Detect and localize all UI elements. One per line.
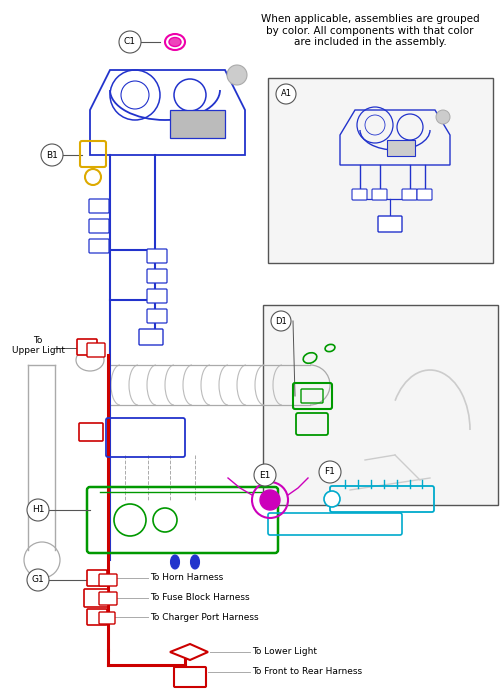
Text: To Lower Light: To Lower Light: [252, 648, 317, 657]
Ellipse shape: [324, 491, 340, 507]
Circle shape: [276, 84, 296, 104]
FancyBboxPatch shape: [147, 289, 167, 303]
FancyBboxPatch shape: [99, 592, 117, 605]
FancyBboxPatch shape: [372, 189, 387, 200]
Circle shape: [119, 31, 141, 53]
Text: A1: A1: [280, 89, 291, 98]
Circle shape: [227, 65, 247, 85]
Text: E1: E1: [260, 470, 270, 480]
Circle shape: [27, 569, 49, 591]
FancyBboxPatch shape: [147, 249, 167, 263]
Text: D1: D1: [275, 316, 287, 325]
Text: To Fuse Block Harness: To Fuse Block Harness: [150, 593, 250, 602]
Polygon shape: [170, 644, 208, 660]
Text: To Charger Port Harness: To Charger Port Harness: [150, 613, 258, 621]
Bar: [263, 305, 498, 505]
Ellipse shape: [190, 555, 200, 569]
Bar: [387, 140, 415, 156]
FancyBboxPatch shape: [352, 189, 367, 200]
Text: G1: G1: [32, 575, 44, 584]
FancyBboxPatch shape: [417, 189, 432, 200]
FancyBboxPatch shape: [84, 589, 108, 607]
Text: To
Upper Light: To Upper Light: [12, 336, 64, 355]
FancyBboxPatch shape: [87, 609, 107, 625]
FancyBboxPatch shape: [89, 219, 109, 233]
Text: F1: F1: [324, 468, 336, 477]
FancyBboxPatch shape: [87, 343, 105, 357]
FancyBboxPatch shape: [147, 309, 167, 323]
Ellipse shape: [170, 555, 179, 569]
FancyBboxPatch shape: [174, 667, 206, 687]
Circle shape: [27, 499, 49, 521]
FancyBboxPatch shape: [139, 329, 163, 345]
Text: When applicable, assemblies are grouped
by color. All components with that color: When applicable, assemblies are grouped …: [260, 14, 480, 47]
Bar: [268, 78, 493, 263]
Circle shape: [271, 311, 291, 331]
FancyBboxPatch shape: [378, 216, 402, 232]
Circle shape: [41, 144, 63, 166]
FancyBboxPatch shape: [99, 574, 117, 586]
FancyBboxPatch shape: [89, 239, 109, 253]
FancyBboxPatch shape: [89, 199, 109, 213]
Text: C1: C1: [124, 38, 136, 47]
Bar: [170, 110, 225, 138]
FancyBboxPatch shape: [147, 269, 167, 283]
Text: B1: B1: [46, 151, 58, 160]
FancyBboxPatch shape: [77, 339, 97, 355]
FancyBboxPatch shape: [402, 189, 417, 200]
Circle shape: [260, 490, 280, 510]
Ellipse shape: [169, 38, 181, 47]
FancyBboxPatch shape: [99, 612, 115, 624]
Circle shape: [319, 461, 341, 483]
Circle shape: [254, 464, 276, 486]
Text: H1: H1: [32, 505, 44, 514]
FancyBboxPatch shape: [87, 570, 107, 586]
Text: To Horn Harness: To Horn Harness: [150, 574, 223, 583]
Text: To Front to Rear Harness: To Front to Rear Harness: [252, 667, 362, 676]
Circle shape: [436, 110, 450, 124]
